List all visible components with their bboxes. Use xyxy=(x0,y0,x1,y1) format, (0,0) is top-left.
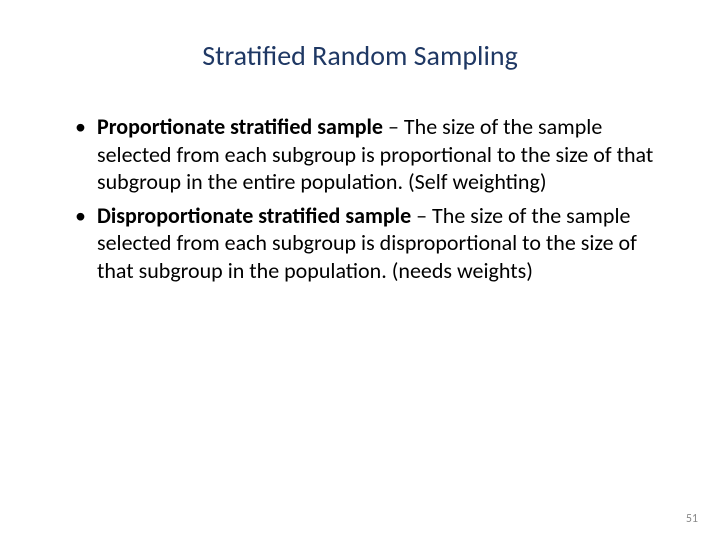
list-item: Proportionate stratified sample – The si… xyxy=(75,113,660,196)
bullet-list: Proportionate stratified sample – The si… xyxy=(75,113,660,284)
bullet-lead: Disproportionate stratified sample xyxy=(97,202,411,229)
list-item: Disproportionate stratified sample – The… xyxy=(75,202,660,285)
slide-body: Proportionate stratified sample – The si… xyxy=(0,83,720,284)
slide: Stratified Random Sampling Proportionate… xyxy=(0,0,720,540)
bullet-lead: Proportionate stratified sample xyxy=(97,113,383,140)
slide-title-container: Stratified Random Sampling xyxy=(0,0,720,83)
slide-title: Stratified Random Sampling xyxy=(202,38,518,73)
page-number: 51 xyxy=(686,512,698,526)
